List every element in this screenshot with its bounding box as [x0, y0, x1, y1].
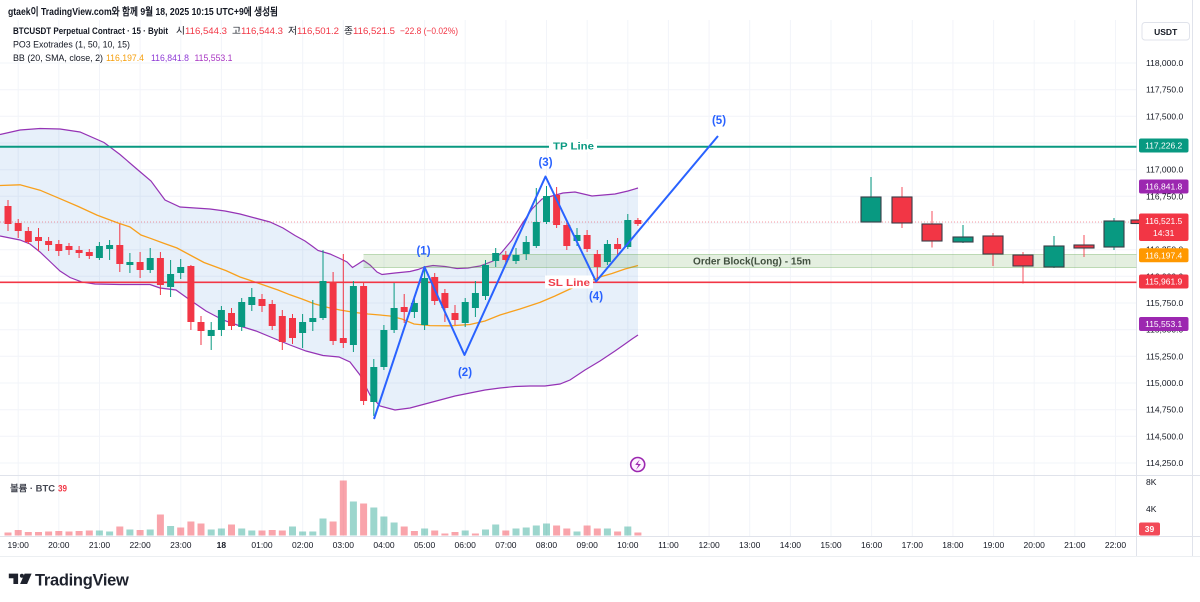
svg-text:115,000.0: 115,000.0 — [1146, 378, 1183, 388]
svg-text:05:00: 05:00 — [414, 540, 436, 550]
svg-text:39: 39 — [1145, 524, 1155, 534]
svg-text:19:00: 19:00 — [8, 540, 30, 550]
svg-text:117,226.2: 117,226.2 — [1145, 141, 1182, 151]
svg-text:12:00: 12:00 — [698, 540, 720, 550]
svg-text:볼륨 · BTC: 볼륨 · BTC — [10, 483, 56, 494]
svg-text:종: 종 — [344, 26, 353, 37]
svg-text:22:00: 22:00 — [129, 540, 151, 550]
svg-text:39: 39 — [58, 484, 67, 494]
svg-text:116,521.5: 116,521.5 — [1145, 216, 1182, 226]
svg-text:gtaek이 TradingView.com와 함께 9월: gtaek이 TradingView.com와 함께 9월 18, 2025 1… — [8, 5, 278, 18]
svg-text:06:00: 06:00 — [455, 540, 477, 550]
svg-text:115,961.9: 115,961.9 — [1145, 277, 1182, 287]
svg-text:15:00: 15:00 — [820, 540, 842, 550]
svg-text:09:00: 09:00 — [577, 540, 599, 550]
svg-text:8K: 8K — [1146, 477, 1157, 487]
svg-text:20:00: 20:00 — [1024, 540, 1046, 550]
svg-text:11:00: 11:00 — [658, 540, 679, 550]
svg-text:114,500.0: 114,500.0 — [1146, 431, 1183, 441]
svg-text:13:00: 13:00 — [739, 540, 761, 550]
svg-text:(3): (3) — [538, 157, 552, 169]
svg-text:114,750.0: 114,750.0 — [1146, 405, 1183, 415]
svg-text:01:00: 01:00 — [251, 540, 273, 550]
svg-text:116,501.2: 116,501.2 — [297, 26, 339, 37]
svg-text:116,521.5: 116,521.5 — [353, 26, 395, 37]
svg-text:115,250.0: 115,250.0 — [1146, 351, 1183, 361]
svg-text:116,841.8: 116,841.8 — [1145, 182, 1182, 192]
svg-text:10:00: 10:00 — [617, 540, 639, 550]
svg-text:(1): (1) — [416, 246, 430, 258]
svg-text:02:00: 02:00 — [292, 540, 314, 550]
svg-text:(2): (2) — [458, 367, 472, 379]
svg-text:USDT: USDT — [1154, 27, 1178, 37]
svg-text:115,553.1: 115,553.1 — [1145, 319, 1182, 329]
svg-text:117,750.0: 117,750.0 — [1146, 85, 1183, 95]
svg-text:16:00: 16:00 — [861, 540, 883, 550]
svg-text:4K: 4K — [1146, 504, 1157, 514]
svg-text:시: 시 — [176, 26, 185, 37]
svg-text:04:00: 04:00 — [373, 540, 395, 550]
svg-text:21:00: 21:00 — [89, 540, 111, 550]
svg-text:(5): (5) — [712, 115, 726, 127]
svg-text:고: 고 — [232, 26, 241, 37]
svg-text:17:00: 17:00 — [902, 540, 924, 550]
svg-text:저: 저 — [288, 26, 297, 37]
svg-text:117,500.0: 117,500.0 — [1146, 111, 1183, 121]
svg-text:19:00: 19:00 — [983, 540, 1005, 550]
svg-text:116,197.4: 116,197.4 — [106, 53, 144, 64]
svg-text:116,841.8: 116,841.8 — [151, 53, 189, 64]
svg-text:22:00: 22:00 — [1105, 540, 1127, 550]
svg-text:116,197.4: 116,197.4 — [1145, 250, 1182, 260]
svg-text:114,250.0: 114,250.0 — [1146, 458, 1183, 468]
svg-text:07:00: 07:00 — [495, 540, 517, 550]
svg-text:115,553.1: 115,553.1 — [195, 53, 233, 64]
svg-text:TradingView: TradingView — [35, 572, 129, 590]
svg-text:18: 18 — [217, 540, 227, 550]
svg-text:117,000.0: 117,000.0 — [1146, 165, 1183, 175]
svg-text:21:00: 21:00 — [1064, 540, 1086, 550]
svg-text:14:31: 14:31 — [1153, 228, 1175, 238]
svg-text:BTCUSDT Perpetual Contract · 1: BTCUSDT Perpetual Contract · 15 · Bybit — [13, 26, 169, 37]
svg-text:20:00: 20:00 — [48, 540, 70, 550]
svg-text:118,000.0: 118,000.0 — [1146, 58, 1183, 68]
svg-text:18:00: 18:00 — [942, 540, 964, 550]
svg-text:116,750.0: 116,750.0 — [1146, 191, 1183, 201]
svg-text:14:00: 14:00 — [780, 540, 802, 550]
svg-text:Order Block(Long) - 15m: Order Block(Long) - 15m — [693, 256, 811, 268]
svg-text:PO3 Exotrades (1, 50, 10, 15): PO3 Exotrades (1, 50, 10, 15) — [13, 40, 130, 51]
svg-text:BB (20, SMA, close, 2): BB (20, SMA, close, 2) — [13, 53, 103, 64]
svg-text:SL Line: SL Line — [548, 277, 590, 289]
svg-text:116,544.3: 116,544.3 — [185, 26, 227, 37]
svg-text:115,750.0: 115,750.0 — [1146, 298, 1183, 308]
svg-text:23:00: 23:00 — [170, 540, 192, 550]
svg-text:116,544.3: 116,544.3 — [241, 26, 283, 37]
svg-text:(4): (4) — [589, 291, 603, 303]
svg-text:TP Line: TP Line — [553, 141, 594, 153]
svg-text:03:00: 03:00 — [333, 540, 355, 550]
svg-text:−22.8 (−0.02%): −22.8 (−0.02%) — [400, 26, 458, 37]
svg-text:08:00: 08:00 — [536, 540, 558, 550]
